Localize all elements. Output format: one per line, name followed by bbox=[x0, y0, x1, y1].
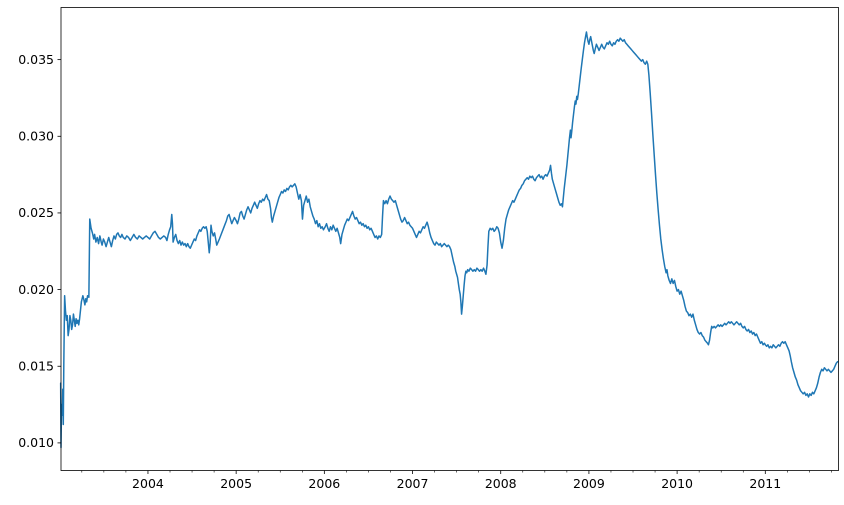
x-tick-label: 2006 bbox=[308, 476, 340, 491]
x-tick-label: 2007 bbox=[397, 476, 429, 491]
x-tick-label: 2004 bbox=[132, 476, 164, 491]
y-tick-label: 0.010 bbox=[18, 435, 54, 450]
y-tick-label: 0.015 bbox=[18, 359, 54, 374]
x-tick-label: 2011 bbox=[749, 476, 781, 491]
y-tick-label: 0.020 bbox=[18, 282, 54, 297]
x-tick-label: 2009 bbox=[573, 476, 605, 491]
axes-border bbox=[60, 7, 839, 471]
y-tick-label: 0.030 bbox=[18, 129, 54, 144]
x-tick-label: 2010 bbox=[661, 476, 693, 491]
y-tick-label: 0.025 bbox=[18, 205, 54, 220]
x-tick-label: 2005 bbox=[220, 476, 252, 491]
x-axis-ticks: 2004 2005 2006 2007 2008 2009 2010 2011 bbox=[81, 470, 832, 491]
x-tick-label: 2008 bbox=[485, 476, 517, 491]
y-tick-label: 0.035 bbox=[18, 52, 54, 67]
data-series-group bbox=[59, 31, 839, 449]
axes-spines bbox=[60, 7, 839, 471]
data-line-series-1 bbox=[59, 31, 839, 449]
y-axis-ticks: 0.010 0.015 0.020 0.025 0.030 0.035 bbox=[18, 52, 61, 450]
